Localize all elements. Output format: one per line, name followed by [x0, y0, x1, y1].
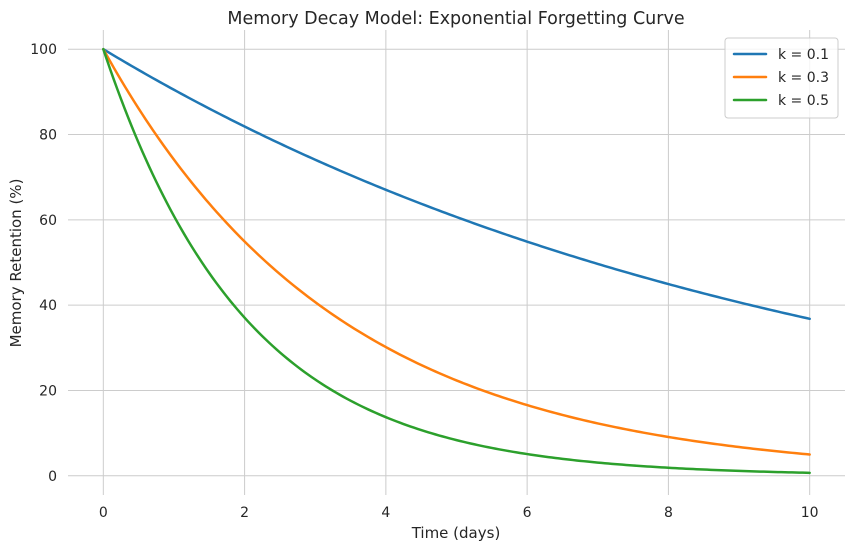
- y-tick-label: 40: [39, 298, 57, 314]
- series-line-2: [102, 47, 811, 456]
- series-line-1: [102, 47, 811, 321]
- chart-title: Memory Decay Model: Exponential Forgetti…: [227, 9, 684, 29]
- x-tick-label: 4: [381, 505, 390, 521]
- legend-box: [724, 37, 839, 119]
- x-tick-label: 6: [523, 505, 532, 521]
- legend-label: k = 0.3: [778, 70, 829, 86]
- y-tick-label: 60: [39, 213, 57, 229]
- x-tick-label: 0: [99, 505, 108, 521]
- y-tick-label: 20: [39, 383, 57, 399]
- x-tick-label: 2: [240, 505, 249, 521]
- series-line-3: [102, 47, 811, 475]
- plot-area: [68, 30, 845, 495]
- x-axis-label: Time (days): [411, 524, 501, 542]
- legend-label: k = 0.5: [778, 93, 829, 109]
- grid: [68, 30, 845, 495]
- series-layer: [102, 47, 811, 475]
- y-tick-label: 80: [39, 128, 57, 144]
- x-tick-label: 10: [801, 505, 819, 521]
- x-tick-label: 8: [664, 505, 673, 521]
- legend-label: k = 0.1: [778, 47, 829, 63]
- legend: k = 0.1 k = 0.3 k = 0.5: [724, 37, 839, 119]
- y-tick-label: 100: [30, 42, 57, 58]
- y-axis-label: Memory Retention (%): [7, 179, 25, 348]
- y-tick-label: 0: [48, 469, 57, 485]
